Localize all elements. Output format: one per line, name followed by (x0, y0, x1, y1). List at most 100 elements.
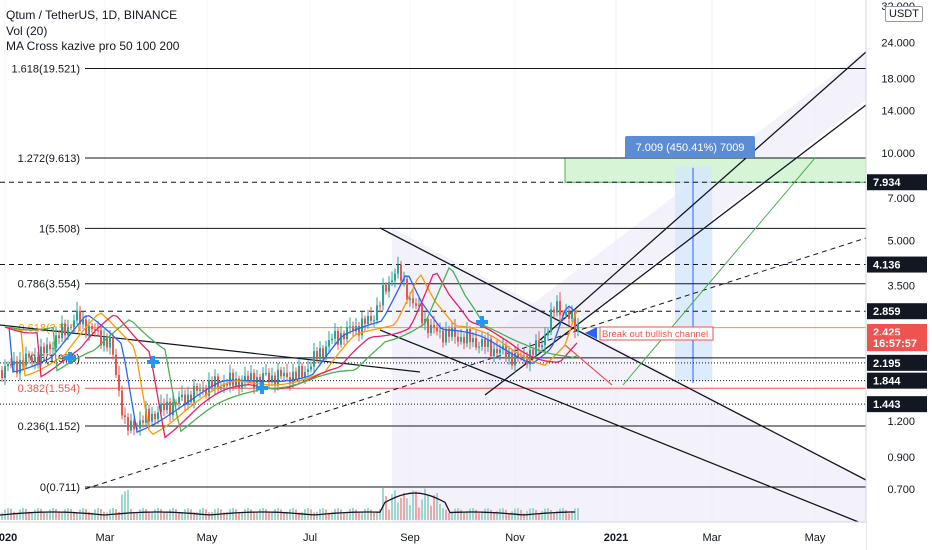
candle-body (568, 311, 570, 319)
ma-cross-indicator-label[interactable]: MA Cross kazive pro 50 100 200 (6, 39, 180, 53)
price-badge-label: 2.859 (873, 306, 901, 318)
candle-body (316, 351, 318, 360)
candle-body (130, 420, 132, 431)
candle-body (370, 315, 372, 321)
volume-bar (493, 513, 495, 520)
volume-bar (262, 508, 264, 520)
volume-bar (565, 509, 567, 520)
candle-body (295, 371, 297, 379)
volume-bar (283, 512, 285, 520)
fib-level-label: 0.786(3.554) (18, 279, 80, 291)
candle-body (475, 338, 477, 348)
candle-body (574, 312, 576, 332)
chart-legend: Qtum / TetherUS, 1D, BINANCE Vol (20) MA… (6, 8, 179, 55)
volume-bar (487, 508, 489, 520)
candle-body (412, 298, 414, 304)
candle-body (313, 351, 315, 367)
volume-bar (259, 509, 261, 520)
candle-body (121, 390, 123, 416)
volume-bar (16, 512, 18, 520)
volume-bar (355, 509, 357, 520)
volume-bar (34, 509, 36, 520)
candle-body (454, 327, 456, 337)
volume-bar (142, 508, 144, 520)
volume-bar (523, 513, 525, 520)
volume-bar (466, 511, 468, 520)
volume-bar (235, 509, 237, 520)
volume-bar (535, 509, 537, 520)
candle-body (280, 369, 282, 377)
volume-indicator-label[interactable]: Vol (20) (6, 23, 48, 38)
candle-body (259, 376, 261, 382)
volume-bar (430, 505, 432, 520)
candle-body (430, 324, 432, 334)
volume-bar (424, 488, 426, 520)
volume-bar (541, 511, 543, 520)
candle-body (64, 323, 66, 336)
ma-line-fast (4, 275, 578, 434)
volume-bar (433, 495, 435, 520)
volume-bar (226, 512, 228, 520)
volume-bar (460, 509, 462, 520)
candle-body (331, 338, 333, 341)
volume-bar (508, 513, 510, 520)
candle-body (403, 278, 405, 281)
volume-bar (373, 512, 375, 520)
volume-bar (127, 490, 129, 520)
candle-body (397, 264, 399, 274)
currency-button[interactable]: USDT (885, 6, 923, 22)
volume-bar (79, 509, 81, 520)
volume-bar (151, 512, 153, 520)
candle-body (226, 383, 228, 386)
volume-bar (409, 505, 411, 520)
volume-bar (577, 508, 579, 520)
x-tick-label: 2020 (0, 532, 17, 544)
volume-bar (361, 511, 363, 520)
volume-bar (289, 508, 291, 520)
candle-body (37, 356, 39, 364)
candle-body (4, 366, 6, 379)
x-tick-label: 2021 (604, 532, 628, 544)
candle-body (268, 372, 270, 383)
volume-bar (256, 511, 258, 520)
price-badge (867, 354, 927, 371)
candle-body (235, 378, 237, 386)
volume-bar (391, 494, 393, 520)
candle-body (424, 318, 426, 324)
candle-body (550, 309, 552, 333)
volume-bar (421, 499, 423, 520)
candle-body (115, 354, 117, 375)
volume-bar (232, 508, 234, 520)
candle-body (265, 372, 267, 374)
candle-body (124, 415, 126, 418)
candle-body (487, 339, 489, 347)
candle-body (538, 340, 540, 348)
candle-body (559, 301, 561, 316)
candle-body (247, 375, 249, 381)
candle-body (190, 394, 192, 403)
volume-bar (160, 509, 162, 520)
candle-body (196, 386, 198, 391)
x-tick-label: May (805, 532, 826, 544)
x-tick-label: May (197, 532, 218, 544)
fib-level-label: 1.272(9.613) (18, 153, 80, 165)
volume-bar (136, 512, 138, 520)
candle-body (97, 330, 99, 332)
candle-body (469, 329, 471, 343)
ma-cross-marker (256, 382, 268, 394)
volume-bar (223, 512, 225, 520)
measure-label-bg (625, 136, 755, 158)
volume-bar (325, 509, 327, 520)
candle-body (151, 413, 153, 422)
candle-body (373, 320, 375, 322)
candle-body (520, 357, 522, 359)
volume-bar (376, 511, 378, 520)
y-tick-label: 10.000 (881, 148, 915, 160)
candle-body (118, 374, 120, 391)
fib-level-label: 1(5.508) (39, 223, 80, 235)
symbol-title[interactable]: Qtum / TetherUS, 1D, BINANCE (6, 8, 178, 22)
candle-body (22, 359, 24, 366)
candle-body (184, 394, 186, 405)
volume-bar (169, 509, 171, 520)
